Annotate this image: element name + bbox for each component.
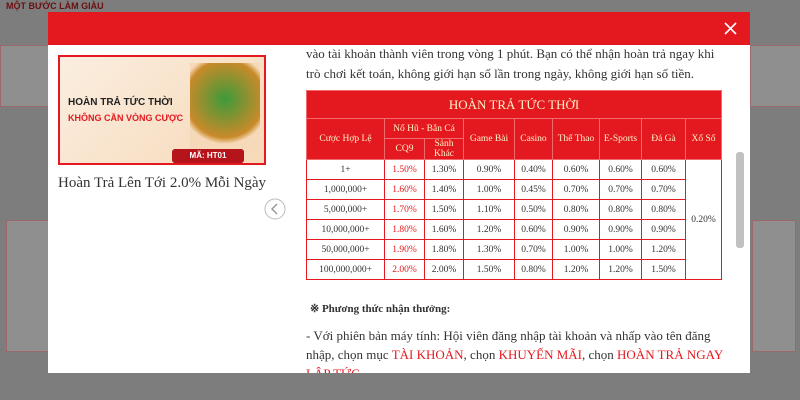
bg-tile [0,45,50,107]
table-cell: 1.80% [384,219,425,240]
table-cell: 1,000,000+ [306,179,385,200]
table-cell: 1+ [306,159,385,180]
table-cell: 0.70% [599,179,642,200]
header-cell: CQ9 [384,138,425,160]
table-cell: 10,000,000+ [306,219,385,240]
table-cell: 1.90% [384,239,425,260]
header-cell: Sảnh Khác [424,138,464,160]
table-row: 5,000,000+ 1.70% 1.50% 1.10% 0.50% 0.80% 0.80%… [306,199,722,220]
highlight-link: TÀI KHOẢN [391,347,464,362]
table-cell: 0.80% [599,199,642,220]
prev-arrow[interactable] [264,198,286,220]
table-title: HOÀN TRẢ TỨC THỜI [306,90,722,119]
header-cell: Thể Thao [552,118,600,160]
table-cell: 0.60% [514,219,553,240]
banner-subtitle: KHÔNG CẦN VÒNG CƯỢC [68,113,184,123]
table-cell: 1.00% [463,179,515,200]
table-cell: 2.00% [424,259,464,280]
banner-code: MÃ: HT01 [172,149,244,163]
table-cell: 1.00% [552,239,600,260]
header-cell: Đá Gà [641,118,686,160]
intro-text: vào tài khoản thành viên trong vòng 1 ph… [306,46,715,81]
table-cell: 1.50% [463,259,515,280]
header-cell: Xổ Số [685,118,722,160]
promo-banner: HOÀN TRẢ TỨC THỜI KHÔNG CẦN VÒNG CƯỢC MÃ… [58,55,266,165]
table-row: 100,000,000+ 2.00% 2.00% 1.50% 0.80% 1.20% 1.2… [306,259,722,280]
banner-title: HOÀN TRẢ TỨC THỜI [68,97,173,108]
table-cell: 0.90% [463,159,515,180]
table-cell: 1.70% [384,199,425,220]
header-cell: Nổ Hũ - Bắn Cá [384,118,464,139]
table-cell: 5,000,000+ [306,199,385,220]
text-span: , chọn [463,347,499,362]
bg-tile [6,220,50,352]
method-text: - Với phiên bản máy tính: Hội viên đăng … [306,326,726,373]
table-row: 50,000,000+ 1.90% 1.80% 1.30% 0.70% 1.00% 1.00… [306,239,722,260]
table-cell: 0.40% [514,159,553,180]
table-cell: 0.80% [641,199,686,220]
table-cell: 0.70% [552,179,600,200]
header-cell: E-Sports [599,118,642,160]
table-cell: 0.70% [514,239,553,260]
table-cell: 0.80% [552,199,600,220]
text-span: . [360,366,363,373]
table-cell: 1.50% [384,159,425,180]
table-cell: 1.10% [463,199,515,220]
table-cell: 0.90% [599,219,642,240]
table-cell: 0.20% [685,159,722,280]
table-cell: 1.60% [424,219,464,240]
table-cell: 0.90% [552,219,600,240]
table-cell: 1.30% [463,239,515,260]
table-cell: 0.80% [514,259,553,280]
table-cell: 0.60% [552,159,600,180]
table-cell: 1.20% [641,239,686,260]
table-cell: 0.70% [641,179,686,200]
header-cell: Casino [514,118,553,160]
modal-header [48,12,750,45]
table-cell: 1.20% [552,259,600,280]
table-row: 1+ 1.50% 1.30% 0.90% 0.40% 0.60% 0.60% 0.60% 0.2… [306,159,722,280]
table-cell: 1.50% [424,199,464,220]
header-cell: Game Bài [463,118,515,160]
scrollbar[interactable] [736,152,744,248]
table-row: 1,000,000+ 1.60% 1.40% 1.00% 0.45% 0.70% 0.70%… [306,179,722,200]
modal: HOÀN TRẢ TỨC THỜI KHÔNG CẦN VÒNG CƯỢC MÃ… [48,12,750,373]
table-cell: 1.60% [384,179,425,200]
table-cell: 1.30% [424,159,464,180]
promo-caption: Hoàn Trả Lên Tới 2.0% Mỗi Ngày [58,175,267,191]
table-cell: 0.50% [514,199,553,220]
text-span: , chọn [582,347,618,362]
highlight-link: KHUYẾN MÃI [498,347,582,362]
text-span: - Với phiên bản máy tính: Hội viên đăng … [306,328,711,362]
header-cell: Cược Hợp Lệ [306,118,385,160]
highlight-link: HOÀN TRẢ NGAY LẬP TỨC [306,347,723,373]
rebate-table: HOÀN TRẢ TỨC THỜI Cược Hợp Lệ Nổ Hũ - Bắn… [306,90,722,280]
table-cell: 50,000,000+ [306,239,385,260]
table-cell: 1.80% [424,239,464,260]
bg-tile [752,220,796,352]
table-row: 10,000,000+ 1.80% 1.60% 1.20% 0.60% 0.90% 0.90… [306,219,722,240]
table-cell: 1.00% [599,239,642,260]
table-cell: 0.90% [641,219,686,240]
table-cell: 1.20% [599,259,642,280]
table-cell: 1.50% [641,259,686,280]
close-button[interactable] [724,22,737,35]
table-cell: 100,000,000+ [306,259,385,280]
table-cell: 0.60% [599,159,642,180]
tagline: MỘT BƯỚC LÀM GIÀU [6,1,104,11]
table-cell: 0.45% [514,179,553,200]
bg-tile [750,45,800,107]
table-cell: 1.40% [424,179,464,200]
method-title: ※ Phương thức nhận thưởng: [310,303,451,315]
table-cell: 1.20% [463,219,515,240]
mascot [190,63,260,153]
table-cell: 2.00% [384,259,425,280]
table-cell: 0.60% [641,159,686,180]
